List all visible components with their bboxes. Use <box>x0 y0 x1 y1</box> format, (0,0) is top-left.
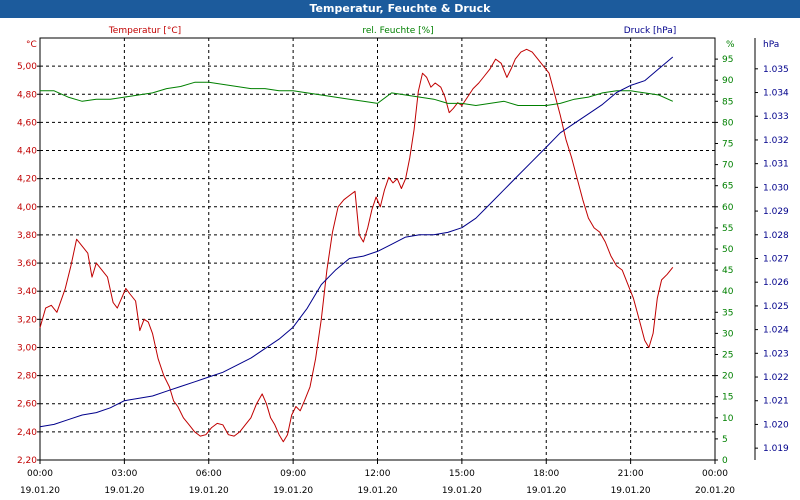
axes: 00:00 19.01.20 03:00 19.01.20 06:00 19.01.20 0… <box>17 26 789 496</box>
series-line-pressure <box>39 56 674 428</box>
temperature-tick-label: 4,40 <box>17 147 37 157</box>
temperature-tick-label: 4,60 <box>17 118 37 128</box>
x-tick-date: 19.01.20 <box>104 486 144 496</box>
humidity-tick-label: 10 <box>722 414 734 424</box>
x-tick-label: 00:00 <box>702 469 728 479</box>
x-tick-date: 19.01.20 <box>20 486 60 496</box>
pressure-tick-label: 1.033 <box>763 112 789 122</box>
x-tick-date: 19.01.20 <box>189 486 229 496</box>
pressure-tick-label: 1.030 <box>763 183 789 193</box>
pressure-tick-label: 1.025 <box>763 302 789 312</box>
x-tick-label: 21:00 <box>618 469 644 479</box>
temperature-tick-label: 3,20 <box>17 315 37 325</box>
x-tick-date: 19.01.20 <box>526 486 566 496</box>
humidity-tick-label: 50 <box>722 245 734 255</box>
temperature-tick-label: 3,80 <box>17 231 37 241</box>
pressure-tick-label: 1.024 <box>763 326 789 336</box>
humidity-tick-label: 30 <box>722 329 734 339</box>
x-tick-date: 19.01.20 <box>273 486 313 496</box>
pressure-tick-label: 1.034 <box>763 89 789 99</box>
humidity-tick-label: 90 <box>722 76 734 86</box>
pressure-tick-label: 1.031 <box>763 160 789 170</box>
temperature-tick-label: 4,00 <box>17 203 37 213</box>
temperature-tick-label: 2,20 <box>17 456 37 466</box>
humidity-tick-label: 25 <box>722 351 733 361</box>
pressure-tick-label: 1.023 <box>763 349 789 359</box>
x-tick-label: 00:00 <box>27 469 53 479</box>
humidity-tick-label: 55 <box>722 224 733 234</box>
pressure-tick-label: 1.032 <box>763 136 789 146</box>
temperature-tick-label: 4,80 <box>17 90 37 100</box>
temperature-tick-label: 3,60 <box>17 259 37 269</box>
temperature-tick-label: 2,60 <box>17 400 37 410</box>
x-tick-label: 03:00 <box>111 469 137 479</box>
humidity-tick-label: 15 <box>722 393 733 403</box>
humidity-tick-label: 65 <box>722 182 733 192</box>
temperature-unit-label: °C <box>26 40 37 50</box>
x-tick-label: 15:00 <box>449 469 475 479</box>
pressure-tick-label: 1.028 <box>763 231 789 241</box>
pressure-tick-label: 1.019 <box>763 444 789 454</box>
humidity-legend-label: rel. Feuchte [%] <box>362 26 433 36</box>
chart-title: Temperatur, Feuchte & Druck <box>0 0 800 18</box>
pressure-legend-label: Druck [hPa] <box>624 26 677 36</box>
x-tick-date: 19.01.20 <box>357 486 397 496</box>
pressure-tick-label: 1.027 <box>763 254 789 264</box>
pressure-tick-label: 1.021 <box>763 397 789 407</box>
temperature-tick-label: 3,00 <box>17 343 37 353</box>
humidity-tick-label: 85 <box>722 97 733 107</box>
x-tick-label: 09:00 <box>280 469 306 479</box>
humidity-tick-label: 35 <box>722 308 733 318</box>
x-tick-date: 19.01.20 <box>442 486 482 496</box>
humidity-tick-label: 45 <box>722 266 733 276</box>
pressure-tick-label: 1.029 <box>763 207 789 217</box>
x-tick-date: 19.01.20 <box>611 486 651 496</box>
humidity-tick-label: 75 <box>722 140 733 150</box>
temperature-tick-label: 3,40 <box>17 287 37 297</box>
temperature-tick-label: 4,20 <box>17 175 37 185</box>
series-line-humidity <box>40 81 674 106</box>
series-line-temperature <box>39 48 674 443</box>
x-tick-date: 20.01.20 <box>695 486 735 496</box>
series-layer <box>39 48 674 443</box>
x-tick-label: 06:00 <box>196 469 222 479</box>
pressure-tick-label: 1.020 <box>763 420 789 430</box>
humidity-tick-label: 40 <box>722 287 734 297</box>
temperature-tick-label: 2,40 <box>17 428 37 438</box>
humidity-tick-label: 60 <box>722 203 734 213</box>
humidity-tick-label: 0 <box>722 456 728 466</box>
temperature-tick-label: 2,80 <box>17 372 37 382</box>
pressure-unit-label: hPa <box>763 40 779 50</box>
humidity-tick-label: 20 <box>722 372 734 382</box>
temperature-legend-label: Temperatur [°C] <box>108 26 181 36</box>
pressure-tick-label: 1.035 <box>763 65 789 75</box>
grid <box>39 37 716 461</box>
temperature-tick-label: 5,00 <box>17 62 37 72</box>
humidity-unit-label: % <box>726 40 735 50</box>
humidity-tick-label: 70 <box>722 161 734 171</box>
humidity-tick-label: 5 <box>722 435 728 445</box>
x-tick-label: 18:00 <box>533 469 559 479</box>
humidity-tick-label: 80 <box>722 118 734 128</box>
x-tick-label: 12:00 <box>365 469 391 479</box>
pressure-tick-label: 1.022 <box>763 373 789 383</box>
pressure-tick-label: 1.026 <box>763 278 789 288</box>
humidity-tick-label: 95 <box>722 55 733 65</box>
